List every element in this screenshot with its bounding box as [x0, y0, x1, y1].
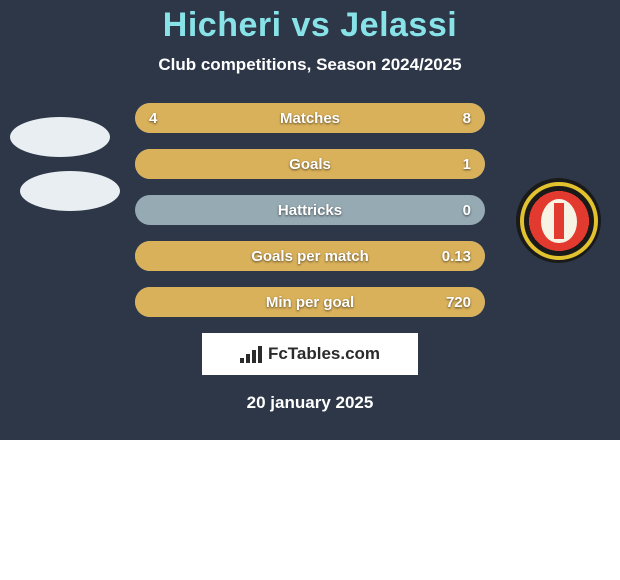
club-badge-right [516, 178, 601, 263]
comparison-card: Hicheri vs Jelassi Club competitions, Se… [0, 0, 620, 440]
stat-value-right: 720 [446, 294, 471, 311]
stat-row: Goals per match 0.13 [135, 241, 485, 271]
bars-icon-bar [252, 350, 256, 363]
subtitle: Club competitions, Season 2024/2025 [0, 55, 620, 75]
stat-value-right: 8 [463, 110, 471, 127]
stat-value-right: 1 [463, 156, 471, 173]
player-left-avatar-1 [10, 117, 110, 157]
stat-value-right: 0.13 [442, 248, 471, 265]
stat-label: Hattricks [278, 202, 342, 219]
brand-text: FcTables.com [268, 344, 380, 364]
page-title: Hicheri vs Jelassi [0, 6, 620, 45]
stat-row: 4 Matches 8 [135, 103, 485, 133]
stat-value-left: 4 [149, 110, 157, 127]
stat-row: Min per goal 720 [135, 287, 485, 317]
stat-label: Min per goal [266, 294, 354, 311]
stat-value-right: 0 [463, 202, 471, 219]
player-left-avatar-2 [20, 171, 120, 211]
club-badge-stripe [554, 203, 564, 239]
brand-badge[interactable]: FcTables.com [202, 333, 418, 375]
snapshot-date: 20 january 2025 [0, 393, 620, 413]
stat-label: Matches [280, 110, 340, 127]
bars-icon [240, 345, 262, 363]
stat-row: Goals 1 [135, 149, 485, 179]
stat-row: Hattricks 0 [135, 195, 485, 225]
bars-icon-bar [240, 358, 244, 363]
club-badge-ring [520, 182, 598, 260]
bars-icon-bar [258, 346, 262, 363]
stat-label: Goals per match [251, 248, 369, 265]
stat-rows: 4 Matches 8 Goals 1 Hattricks 0 Goals per match… [135, 103, 485, 317]
bars-icon-bar [246, 354, 250, 363]
stat-label: Goals [289, 156, 331, 173]
